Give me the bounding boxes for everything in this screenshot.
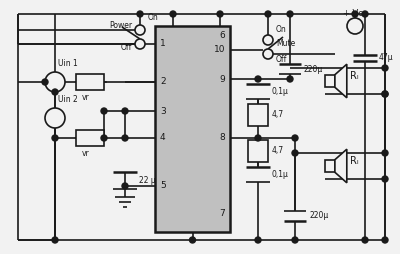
Circle shape [382, 150, 388, 156]
Circle shape [101, 108, 107, 114]
Circle shape [382, 91, 388, 97]
Bar [248, 104, 268, 126]
Text: 4: 4 [160, 134, 166, 142]
Text: Mute: Mute [276, 39, 295, 47]
Text: Rₗ: Rₗ [350, 156, 359, 166]
Circle shape [42, 79, 48, 85]
Text: On: On [276, 25, 287, 34]
Circle shape [347, 18, 363, 34]
Circle shape [135, 25, 145, 35]
Circle shape [255, 237, 261, 243]
Text: 0,1μ: 0,1μ [272, 87, 289, 96]
Text: Uin 1: Uin 1 [58, 59, 78, 68]
Text: 4,7: 4,7 [272, 110, 284, 119]
Text: 47μ: 47μ [379, 54, 394, 62]
Circle shape [135, 39, 145, 49]
Text: Uin 2: Uin 2 [58, 95, 78, 104]
Text: vr: vr [82, 93, 90, 102]
Circle shape [190, 237, 196, 243]
Text: 10: 10 [214, 45, 225, 55]
Circle shape [265, 11, 271, 17]
Bar [325, 75, 335, 87]
Text: + Vcc: + Vcc [343, 9, 367, 18]
Bar [325, 160, 335, 172]
Text: 0,1μ: 0,1μ [272, 170, 289, 179]
Circle shape [45, 72, 65, 92]
Text: vr: vr [82, 149, 90, 158]
Text: Off: Off [121, 43, 132, 53]
Text: 6: 6 [219, 31, 225, 40]
Text: 3: 3 [160, 106, 166, 116]
Circle shape [263, 35, 273, 45]
Polygon shape [335, 64, 347, 98]
Bar [155, 26, 230, 232]
Bar [76, 130, 104, 146]
Circle shape [217, 11, 223, 17]
Circle shape [382, 176, 388, 182]
Circle shape [137, 11, 143, 17]
Circle shape [263, 49, 273, 59]
Text: 9: 9 [219, 74, 225, 84]
Circle shape [255, 76, 261, 82]
Circle shape [382, 237, 388, 243]
Text: 2: 2 [160, 77, 166, 87]
Text: 4,7: 4,7 [272, 147, 284, 155]
Circle shape [362, 237, 368, 243]
Text: Power: Power [109, 22, 132, 30]
Circle shape [52, 237, 58, 243]
Polygon shape [335, 149, 347, 183]
Circle shape [352, 11, 358, 17]
Circle shape [292, 150, 298, 156]
Text: 22 μ: 22 μ [139, 176, 156, 185]
Bar [248, 140, 268, 162]
Circle shape [292, 135, 298, 141]
Text: Off: Off [276, 56, 287, 65]
Circle shape [52, 89, 58, 95]
Text: 5: 5 [160, 182, 166, 190]
Circle shape [122, 108, 128, 114]
Circle shape [292, 237, 298, 243]
Text: On: On [148, 13, 159, 22]
Circle shape [255, 135, 261, 141]
Circle shape [382, 91, 388, 97]
Circle shape [382, 65, 388, 71]
Circle shape [362, 11, 368, 17]
Circle shape [170, 11, 176, 17]
Circle shape [45, 108, 65, 128]
Circle shape [101, 135, 107, 141]
Circle shape [122, 183, 128, 189]
Text: 220μ: 220μ [309, 212, 328, 220]
Text: Rₗ: Rₗ [350, 71, 359, 81]
Text: 8: 8 [219, 134, 225, 142]
Text: 220μ: 220μ [304, 65, 323, 73]
Circle shape [287, 76, 293, 82]
Circle shape [122, 135, 128, 141]
Text: 1: 1 [160, 40, 166, 49]
Text: 7: 7 [219, 210, 225, 218]
Bar [76, 74, 104, 90]
Circle shape [52, 135, 58, 141]
Circle shape [287, 11, 293, 17]
